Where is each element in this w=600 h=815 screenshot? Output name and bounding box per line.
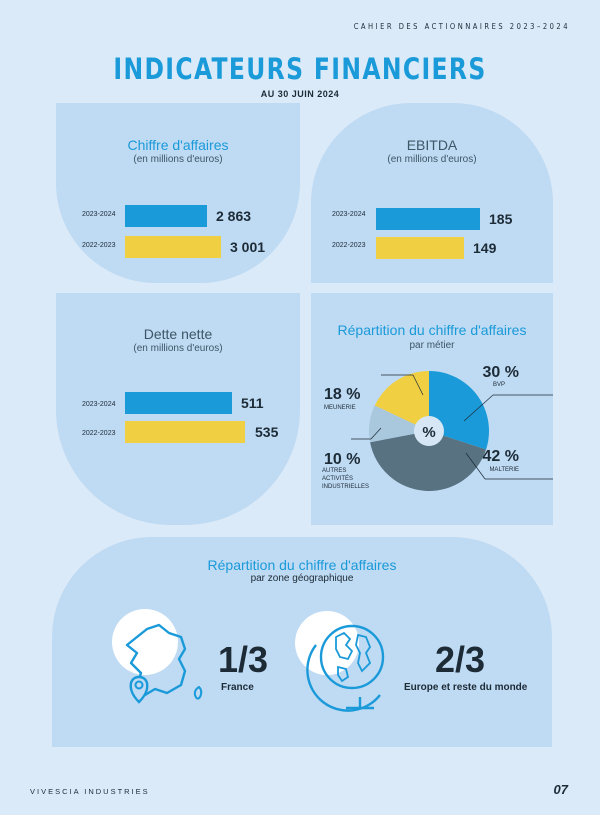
autres-leader-line: [370, 427, 382, 440]
revenue-category-label: 2023-2024: [82, 211, 116, 218]
revenue-subtitle: (en millions d'euros): [133, 154, 223, 165]
france-share-value: 1/3: [218, 639, 269, 680]
ebitda-subtitle: (en millions d'euros): [387, 154, 477, 165]
net-debt-category-label: 2023-2024: [82, 401, 116, 408]
revenue-category-label: 2022-2023: [82, 242, 116, 249]
net-debt-card: Dette nette (en millions d'euros) 2023-2…: [56, 293, 300, 525]
page-title: INDICATEURS FINANCIERS: [113, 52, 487, 86]
ebitda-value-label: 185: [489, 211, 513, 227]
ebitda-category-label: 2023-2024: [332, 211, 366, 218]
ebitda-card: EBITDA (en millions d'euros) 2023-2024 1…: [311, 103, 553, 283]
page-subtitle: AU 30 JUIN 2024: [260, 89, 340, 99]
pie-slice-bvp: [429, 371, 489, 450]
net-debt-bar-2022-2023: [125, 421, 245, 443]
bvp-leader-line: [463, 394, 494, 422]
pie-subtitle: par métier: [409, 340, 455, 351]
footer-company: VIVESCIA INDUSTRIES: [30, 787, 150, 796]
world-share-label: Europe et reste du monde: [404, 682, 528, 693]
revenue-value-label: 3 001: [230, 239, 266, 255]
autres-name-label: AUTRES ACTIVITÉS INDUSTRIELLES: [322, 468, 370, 490]
ebitda-bar-2023-2024: [376, 208, 480, 230]
meunerie-leader-line: [412, 374, 424, 396]
ebitda-value-label: 149: [473, 240, 497, 256]
malterie-name-label: MALTERIE: [489, 467, 519, 473]
pie-slice-autres: [369, 405, 429, 443]
net-debt-category-label: 2022-2023: [82, 430, 116, 437]
revenue-value-label: 2 863: [216, 208, 252, 224]
france-map-icon: [112, 609, 203, 704]
meunerie-percent-label: 18 %: [324, 386, 360, 403]
meunerie-name-label: MEUNERIE: [324, 405, 356, 411]
pie-slice-meunerie: [374, 371, 429, 431]
bvp-percent-label: 30 %: [483, 364, 519, 381]
malterie-percent-label: 42 %: [483, 448, 519, 465]
document-header: CAHIER DES ACTIONNAIRES 2023–2024: [353, 22, 570, 31]
revenue-bar-2022-2023: [125, 236, 221, 258]
world-share-value: 2/3: [435, 639, 486, 680]
malterie-leader-line: [465, 452, 486, 480]
net-debt-value-label: 535: [255, 424, 279, 440]
page-number: 07: [553, 782, 568, 797]
pie-slice-malterie: [370, 431, 487, 491]
pie-chart: % 30 % BVP 42 % MALTERIE 18 % MEUNERIE 1…: [322, 364, 553, 491]
net-debt-title: Dette nette: [143, 326, 213, 342]
france-share-label: France: [221, 682, 254, 693]
geo-subtitle: par zone géographique: [250, 573, 354, 584]
revenue-title: Chiffre d'affaires: [127, 137, 229, 153]
bvp-name-label: BVP: [493, 382, 505, 388]
net-debt-subtitle: (en millions d'euros): [133, 343, 223, 354]
revenue-bar-2023-2024: [125, 205, 207, 227]
revenue-by-business-card: Répartition du chiffre d'affaires par mé…: [311, 293, 553, 525]
ebitda-bar-2022-2023: [376, 237, 464, 259]
geo-title: Répartition du chiffre d'affaires: [207, 557, 397, 573]
revenue-card: Chiffre d'affaires (en millions d'euros)…: [56, 103, 300, 283]
globe-icon: [295, 611, 385, 712]
revenue-by-geography-card: Répartition du chiffre d'affaires par zo…: [52, 537, 552, 747]
autres-percent-label: 10 %: [324, 451, 360, 468]
ebitda-category-label: 2022-2023: [332, 242, 366, 249]
ebitda-title: EBITDA: [406, 137, 458, 153]
pie-center-circle: [414, 416, 444, 446]
net-debt-value-label: 511: [241, 395, 264, 411]
pie-center-label: %: [422, 424, 435, 441]
net-debt-bar-2023-2024: [125, 392, 232, 414]
autres-name-wrap: AUTRES ACTIVITÉS INDUSTRIELLES: [322, 468, 370, 490]
pie-title: Répartition du chiffre d'affaires: [337, 322, 527, 338]
